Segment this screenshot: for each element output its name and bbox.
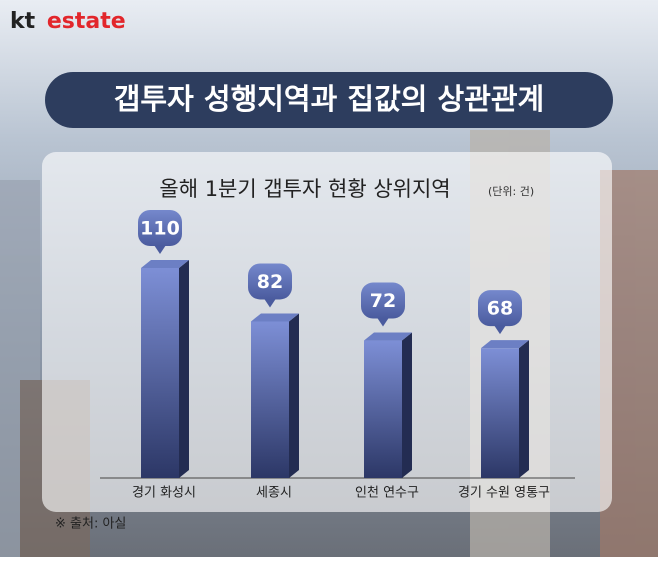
value-label: 68	[487, 298, 513, 320]
bar-side	[179, 260, 189, 478]
bubble-pointer	[264, 298, 276, 308]
source: ※ 출처: 아실	[55, 517, 126, 532]
value-label: 82	[257, 271, 283, 293]
bar-top	[364, 332, 412, 341]
bar	[481, 348, 519, 478]
bar-top	[251, 313, 299, 322]
bar	[364, 340, 402, 478]
bar-side	[519, 340, 529, 478]
bar-side	[402, 332, 412, 478]
value-bubble	[248, 263, 292, 300]
x-tick-label: 경기 화성시	[132, 486, 196, 501]
brand-estate: estate	[47, 9, 126, 34]
main-title: 갭투자 성행지역과 집값의 상관관계	[114, 82, 545, 116]
title-pill	[45, 72, 613, 128]
value-bubble	[138, 210, 182, 246]
bar-top	[481, 340, 529, 349]
value-bubble	[478, 290, 522, 327]
unit-label: (단위: 건)	[488, 185, 534, 198]
bar	[141, 268, 179, 478]
value-label: 72	[370, 290, 396, 312]
chart-title: 올해 1분기 갭투자 현황 상위지역	[159, 177, 450, 201]
bar-top	[141, 260, 189, 268]
x-tick-label: 세종시	[256, 486, 292, 501]
x-tick-label: 경기 수원 영통구	[458, 486, 550, 501]
bubble-pointer	[154, 245, 166, 254]
x-tick-label: 인천 연수구	[355, 486, 419, 501]
value-bubble	[361, 282, 405, 319]
value-label: 110	[140, 218, 180, 240]
bar	[251, 321, 289, 478]
bubble-pointer	[494, 325, 506, 335]
bubble-pointer	[377, 317, 389, 327]
brand: kt estate	[10, 9, 126, 34]
bar-side	[289, 313, 299, 478]
brand-kt: kt	[10, 9, 36, 34]
